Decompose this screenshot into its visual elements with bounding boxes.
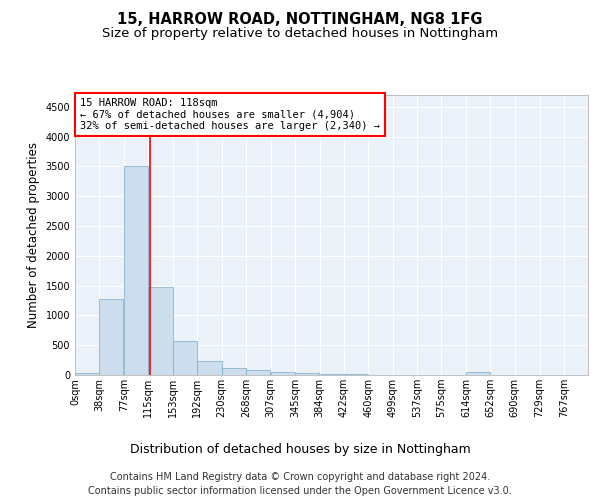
Bar [295,372,319,375]
Bar [466,372,490,375]
Text: 15, HARROW ROAD, NOTTINGHAM, NG8 1FG: 15, HARROW ROAD, NOTTINGHAM, NG8 1FG [117,12,483,28]
Bar [75,373,99,375]
Bar [99,300,124,375]
Bar [271,372,295,375]
Text: Size of property relative to detached houses in Nottingham: Size of property relative to detached ho… [102,28,498,40]
Bar [221,368,246,375]
Text: Contains HM Land Registry data © Crown copyright and database right 2024.: Contains HM Land Registry data © Crown c… [110,472,490,482]
Text: Contains public sector information licensed under the Open Government Licence v3: Contains public sector information licen… [88,486,512,496]
Text: Distribution of detached houses by size in Nottingham: Distribution of detached houses by size … [130,442,470,456]
Bar [124,166,148,375]
Bar [320,374,344,375]
Bar [148,287,173,375]
Bar [344,374,368,375]
Bar [173,340,197,375]
Bar [246,370,270,375]
Bar [197,360,221,375]
Text: 15 HARROW ROAD: 118sqm
← 67% of detached houses are smaller (4,904)
32% of semi-: 15 HARROW ROAD: 118sqm ← 67% of detached… [80,98,380,131]
Y-axis label: Number of detached properties: Number of detached properties [27,142,40,328]
